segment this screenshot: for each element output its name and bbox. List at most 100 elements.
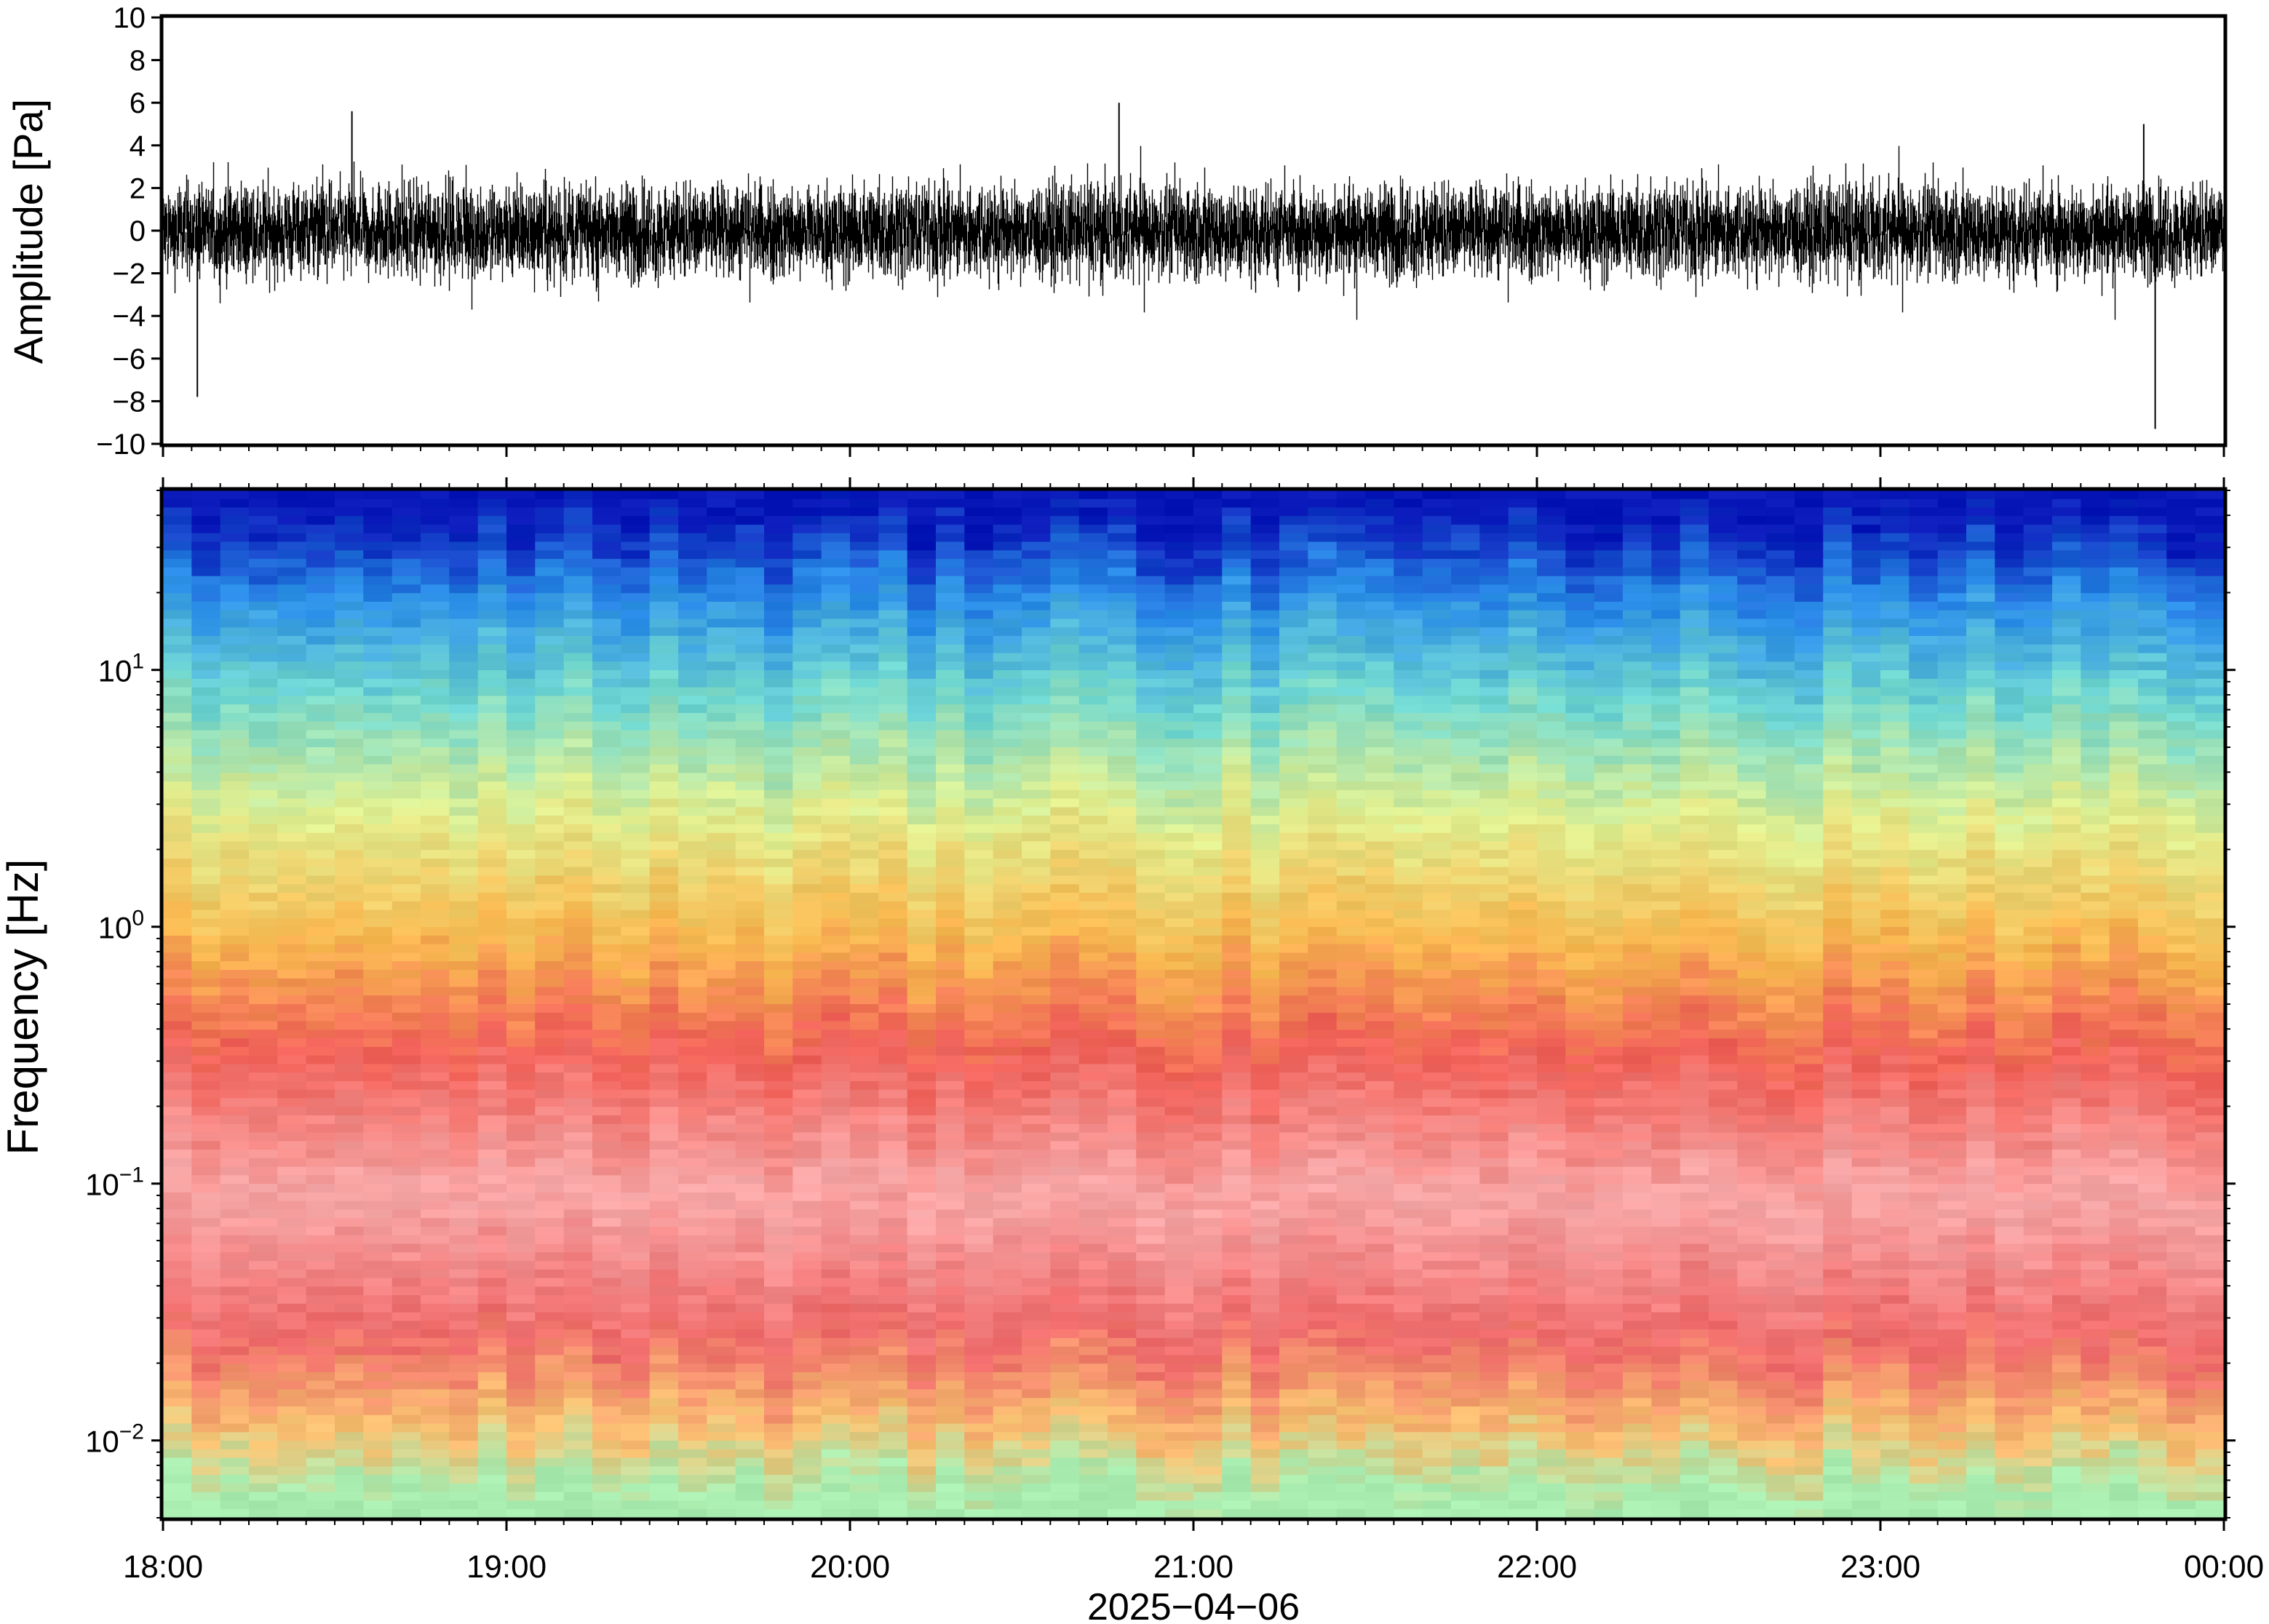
spectrogram-cell (335, 1072, 364, 1082)
spectrogram-cell (392, 1346, 421, 1356)
spectrogram-cell (936, 1295, 965, 1305)
spectrogram-cell (707, 832, 736, 843)
spectrogram-cell (1250, 867, 1280, 877)
spectrogram-cell (535, 739, 565, 748)
spectrogram-cell (191, 721, 221, 731)
spectrogram-cell (678, 918, 707, 928)
spectrogram-cell (878, 696, 908, 705)
spectrogram-cell (1222, 1312, 1252, 1321)
spectrogram-cell (163, 1080, 192, 1091)
spectrogram-cell (735, 816, 765, 825)
spectrogram-cell (1108, 1132, 1137, 1142)
spectrogram-cell (1050, 987, 1080, 996)
spectrogram-cell (1222, 696, 1252, 705)
spectrogram-cell (1164, 1278, 1194, 1287)
spectrogram-cell (936, 918, 965, 928)
spectrogram-cell (964, 1278, 994, 1287)
spectrogram-cell (1279, 927, 1308, 936)
spectrogram-cell (1022, 1346, 1051, 1356)
spectrogram-cell (506, 1261, 536, 1270)
spectrogram-cell (1222, 1243, 1252, 1253)
spectrogram-cell (1250, 1303, 1280, 1313)
spectrogram-cell (506, 824, 536, 834)
spectrogram-cell (535, 516, 565, 525)
spectrogram-cell (1164, 884, 1194, 893)
spectrogram-cell (592, 1492, 621, 1502)
spectrogram-cell (735, 498, 765, 509)
spectrogram-cell (792, 593, 822, 602)
spectrogram-cell (764, 1175, 793, 1185)
spectrogram-cell (1193, 1098, 1223, 1107)
spectrogram-cell (1022, 909, 1051, 919)
spectrogram-cell (1250, 602, 1280, 611)
spectrogram-cell (1050, 721, 1080, 731)
spectrogram-cell (449, 1107, 479, 1116)
spectrogram-cell (621, 1278, 651, 1287)
spectrogram-cell (1078, 773, 1108, 782)
spectrogram-cell (1308, 1038, 1338, 1048)
spectrogram-cell (277, 859, 307, 868)
spectrogram-cell (1250, 1441, 1280, 1450)
spectrogram-cell (220, 550, 250, 560)
spectrogram-cell (220, 1372, 250, 1382)
spectrogram-cell (764, 1089, 793, 1099)
spectrogram-cell (306, 1252, 335, 1262)
spectrogram-cell (592, 1055, 621, 1064)
spectrogram-cell (1193, 1509, 1223, 1518)
spectrogram-cell (1250, 1089, 1280, 1099)
spectrogram-cell (1078, 850, 1108, 859)
spectrogram-cell (907, 1166, 937, 1176)
spectrogram-cell (964, 1175, 994, 1185)
spectrogram-cell (993, 721, 1022, 731)
spectrogram-cell (1108, 739, 1137, 748)
spectrogram-cell (335, 490, 364, 500)
spectrogram-cell (1193, 995, 1223, 1005)
spectrogram-cell (850, 850, 879, 859)
spectrogram-cell (649, 1072, 679, 1082)
spectrogram-cell (535, 712, 565, 723)
spectrogram-cell (592, 602, 621, 611)
spectrogram-cell (306, 1107, 335, 1116)
spectrogram-cell (850, 1141, 879, 1150)
spectrogram-cell (277, 755, 307, 765)
spectrogram-cell (1193, 927, 1223, 936)
spectrogram-cell (1078, 1355, 1108, 1364)
spectrogram-cell (1050, 576, 1080, 586)
spectrogram-cell (249, 1355, 278, 1364)
spectrogram-cell (335, 712, 364, 723)
spectrogram-cell (1136, 995, 1166, 1005)
spectrogram-cell (535, 627, 565, 637)
spectrogram-cell (850, 1492, 879, 1502)
spectrogram-cell (735, 789, 765, 800)
spectrogram-cell (1250, 1278, 1280, 1287)
spectrogram-cell (191, 901, 221, 911)
spectrogram-cell (592, 541, 621, 551)
spectrogram-cell (821, 1321, 851, 1330)
spectrogram-cell (1279, 721, 1308, 731)
spectrogram-cell (592, 987, 621, 996)
spectrogram-cell (678, 1492, 707, 1502)
spectrogram-cell (1193, 1389, 1223, 1398)
spectrogram-cell (191, 1252, 221, 1262)
spectrogram-cell (277, 696, 307, 705)
spectrogram-cell (363, 1175, 393, 1185)
spectrogram-cell (363, 653, 393, 662)
spectrogram-cell (1022, 1398, 1051, 1407)
spectrogram-cell (477, 1295, 507, 1305)
spectrogram-cell (1193, 704, 1223, 714)
spectrogram-cell (1078, 969, 1108, 979)
spectrogram-cell (936, 893, 965, 902)
spectrogram-cell (421, 687, 450, 696)
spectrogram-cell (449, 798, 479, 808)
spectrogram-cell (678, 1012, 707, 1022)
spectrogram-cell (277, 1123, 307, 1134)
spectrogram-cell (1164, 1080, 1194, 1091)
spectrogram-cell (993, 1380, 1022, 1390)
spectrogram-cell (1050, 1398, 1080, 1407)
spectrogram-cell (821, 687, 851, 696)
spectrogram-cell (621, 670, 651, 680)
spectrogram-cell (621, 1364, 651, 1373)
spectrogram-cell (306, 816, 335, 825)
spectrogram-cell (649, 739, 679, 748)
spectrogram-cell (477, 1030, 507, 1039)
